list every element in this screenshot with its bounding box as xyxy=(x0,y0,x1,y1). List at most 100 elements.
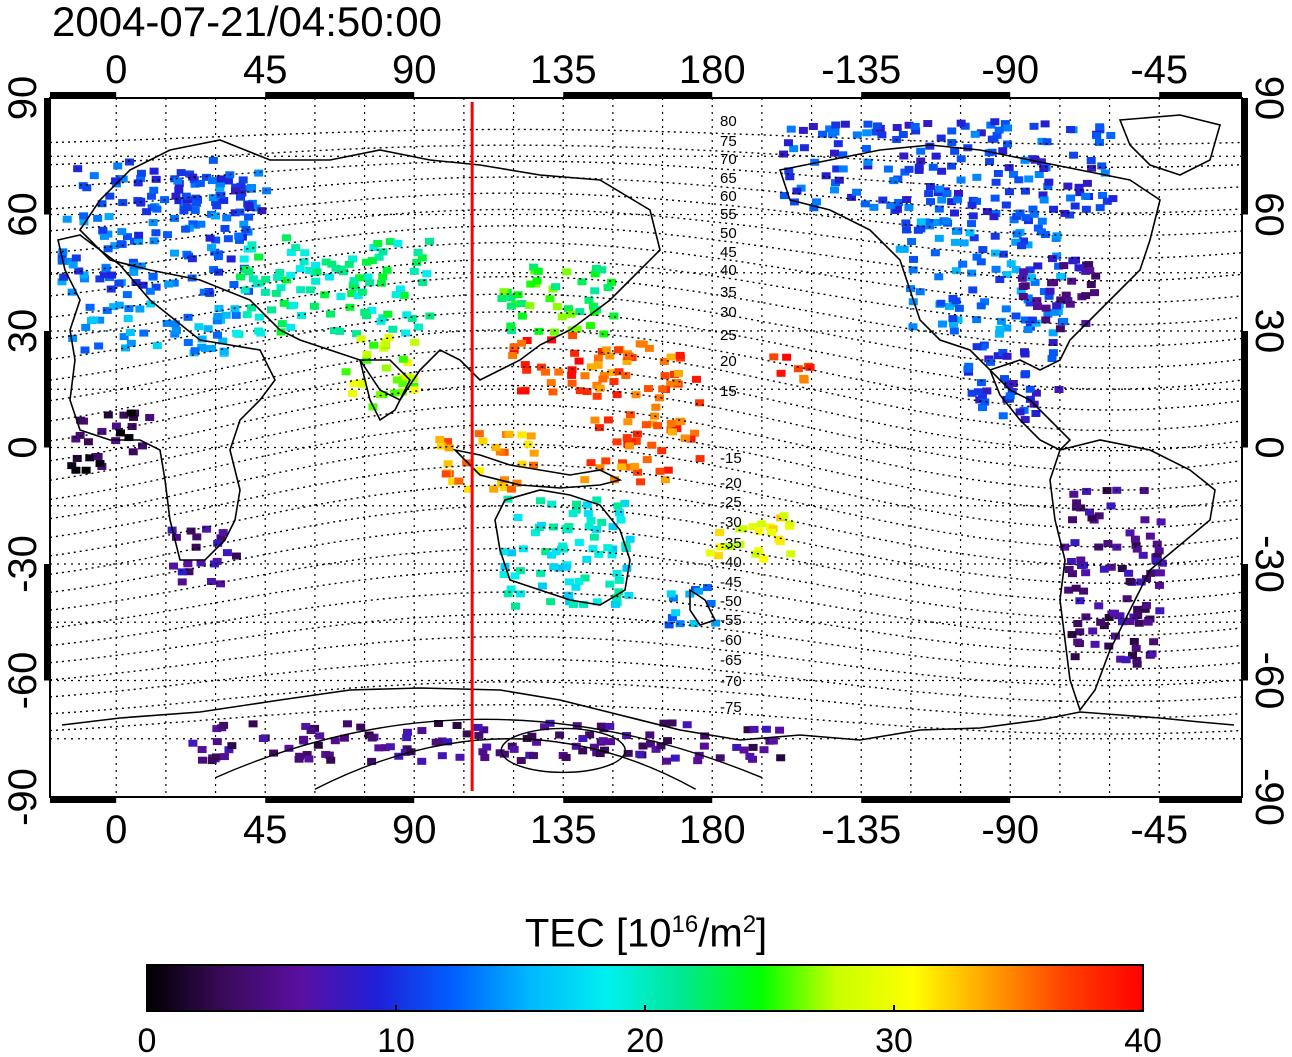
tec-cell xyxy=(163,231,173,239)
tec-cell xyxy=(435,436,445,444)
tec-cell xyxy=(417,757,427,765)
tec-cell xyxy=(1029,210,1039,218)
tec-cell xyxy=(580,372,590,380)
tec-cell xyxy=(134,231,144,239)
tec-cell xyxy=(437,737,447,745)
tec-cell xyxy=(288,301,298,309)
tec-cell xyxy=(341,368,351,376)
tec-cell xyxy=(1011,312,1021,320)
axis-bar xyxy=(44,98,50,215)
tec-cell xyxy=(68,261,78,269)
tec-cell xyxy=(582,501,592,509)
tec-cell xyxy=(473,723,483,731)
tec-cell xyxy=(830,128,840,136)
tec-cell xyxy=(517,339,527,347)
tec-cell xyxy=(216,191,226,199)
tec-cell xyxy=(758,555,768,563)
tec-cell xyxy=(139,329,149,337)
tec-cell xyxy=(367,306,377,314)
tec-cell xyxy=(1052,232,1062,240)
tec-cell xyxy=(369,243,379,251)
coast-antarctica xyxy=(61,687,1235,741)
tec-cell xyxy=(347,290,357,298)
tec-cell xyxy=(99,271,109,279)
tec-cell xyxy=(497,480,507,488)
tec-cell xyxy=(151,175,161,183)
tec-cell xyxy=(223,235,233,243)
tec-cell xyxy=(219,196,229,204)
tec-cell xyxy=(1071,584,1081,592)
tec-cell xyxy=(1002,352,1012,360)
tec-cell xyxy=(171,192,181,200)
tec-cell xyxy=(768,525,778,533)
tec-cell xyxy=(1001,201,1011,209)
tec-cell xyxy=(146,192,156,200)
tec-cell xyxy=(1067,277,1077,285)
tec-cell xyxy=(210,212,220,220)
tec-cell xyxy=(904,165,914,173)
tec-cell xyxy=(1061,291,1071,299)
tec-cell xyxy=(518,545,528,553)
tec-cell xyxy=(660,372,670,380)
tec-cell xyxy=(928,163,938,171)
tec-cell xyxy=(582,388,592,396)
left-latitude-label: -30 xyxy=(1,535,45,593)
tec-cell xyxy=(1102,487,1112,495)
tec-cell xyxy=(1019,268,1029,276)
tec-cell xyxy=(1033,224,1043,232)
coast-north-america xyxy=(778,144,1161,371)
tec-cell xyxy=(583,509,593,517)
tec-cell xyxy=(244,213,254,221)
tec-cell xyxy=(588,545,598,553)
tec-cell xyxy=(219,347,229,355)
tec-cell xyxy=(211,236,221,244)
tec-cell xyxy=(1066,194,1076,202)
axis-bar xyxy=(1159,797,1242,803)
tec-cell xyxy=(667,428,677,436)
tec-cell xyxy=(349,380,359,388)
tec-cell xyxy=(89,172,99,180)
magnetic-latitude-label: 15 xyxy=(720,383,737,400)
tec-cell xyxy=(103,411,113,419)
tec-cell xyxy=(1049,279,1059,287)
tec-cell xyxy=(863,162,873,170)
top-longitude-label: -135 xyxy=(821,48,901,92)
tec-cell xyxy=(605,722,615,730)
tec-cell xyxy=(188,173,198,181)
tec-cell xyxy=(1124,569,1134,577)
magnetic-latitude-label: -15 xyxy=(720,450,742,467)
tec-cell xyxy=(513,291,523,299)
tec-cell xyxy=(700,732,710,740)
tec-cell xyxy=(607,278,617,286)
tec-cell xyxy=(1073,620,1083,628)
magnetic-latitude-label: 30 xyxy=(720,304,737,321)
magnetic-contour xyxy=(49,160,1243,192)
tec-cell xyxy=(1054,262,1064,270)
tec-cell xyxy=(785,522,795,530)
tec-cell xyxy=(414,323,424,331)
tec-cell xyxy=(642,456,652,464)
tec-cell xyxy=(1095,204,1105,212)
bottom-longitude-label: 0 xyxy=(105,808,127,852)
tec-cell xyxy=(79,212,89,220)
tec-cell xyxy=(626,438,636,446)
tec-cell xyxy=(1082,179,1092,187)
tec-cell xyxy=(480,754,490,762)
tec-cell xyxy=(202,525,212,533)
tec-cell xyxy=(1041,316,1051,324)
tec-cell xyxy=(1044,292,1054,300)
tec-cell xyxy=(605,352,615,360)
tec-cell xyxy=(67,288,77,296)
tec-cell xyxy=(1094,512,1104,520)
tec-cell xyxy=(479,726,489,734)
tec-cell xyxy=(417,254,427,262)
tec-cell xyxy=(574,357,584,365)
tec-cell xyxy=(1002,324,1012,332)
tec-cell xyxy=(279,299,289,307)
tec-cell xyxy=(878,196,888,204)
magnetic-latitude-label: -45 xyxy=(720,574,742,591)
tec-cell xyxy=(914,166,924,174)
tec-cell xyxy=(638,742,648,750)
tec-cell xyxy=(937,167,947,175)
tec-cell xyxy=(564,523,574,531)
